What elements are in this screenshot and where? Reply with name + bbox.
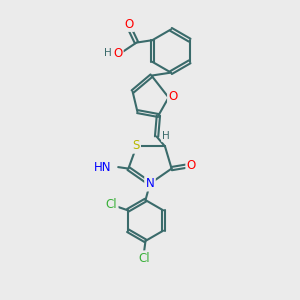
Text: O: O xyxy=(187,159,196,172)
Text: HN: HN xyxy=(94,160,111,174)
Text: O: O xyxy=(124,17,134,31)
Text: S: S xyxy=(132,139,140,152)
Text: O: O xyxy=(169,90,178,104)
Text: O: O xyxy=(113,46,122,60)
Text: H: H xyxy=(162,131,170,141)
Text: Cl: Cl xyxy=(138,252,150,265)
Text: Cl: Cl xyxy=(106,198,117,212)
Text: H: H xyxy=(103,48,111,58)
Text: N: N xyxy=(146,177,154,190)
